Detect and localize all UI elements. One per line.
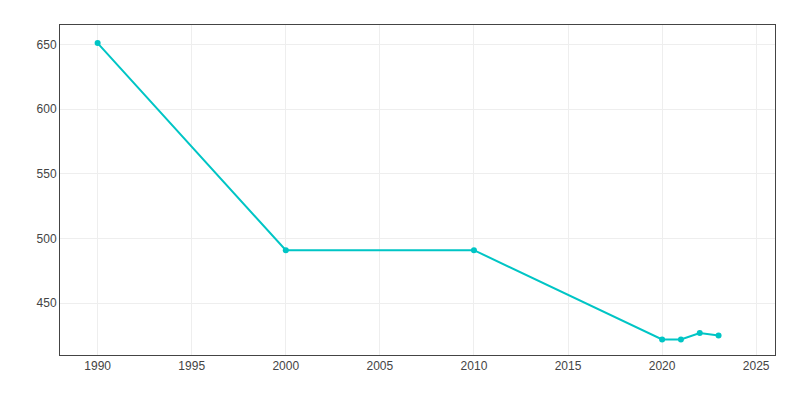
svg-text:2010: 2010: [461, 359, 488, 373]
svg-text:2015: 2015: [555, 359, 582, 373]
svg-text:2025: 2025: [743, 359, 770, 373]
svg-text:2020: 2020: [649, 359, 676, 373]
svg-text:650: 650: [37, 38, 57, 52]
svg-text:600: 600: [37, 102, 57, 116]
svg-text:500: 500: [37, 232, 57, 246]
svg-text:2005: 2005: [367, 359, 394, 373]
svg-text:1995: 1995: [178, 359, 205, 373]
svg-text:2000: 2000: [272, 359, 299, 373]
svg-text:550: 550: [37, 167, 57, 181]
svg-text:450: 450: [37, 296, 57, 310]
svg-text:1990: 1990: [84, 359, 111, 373]
